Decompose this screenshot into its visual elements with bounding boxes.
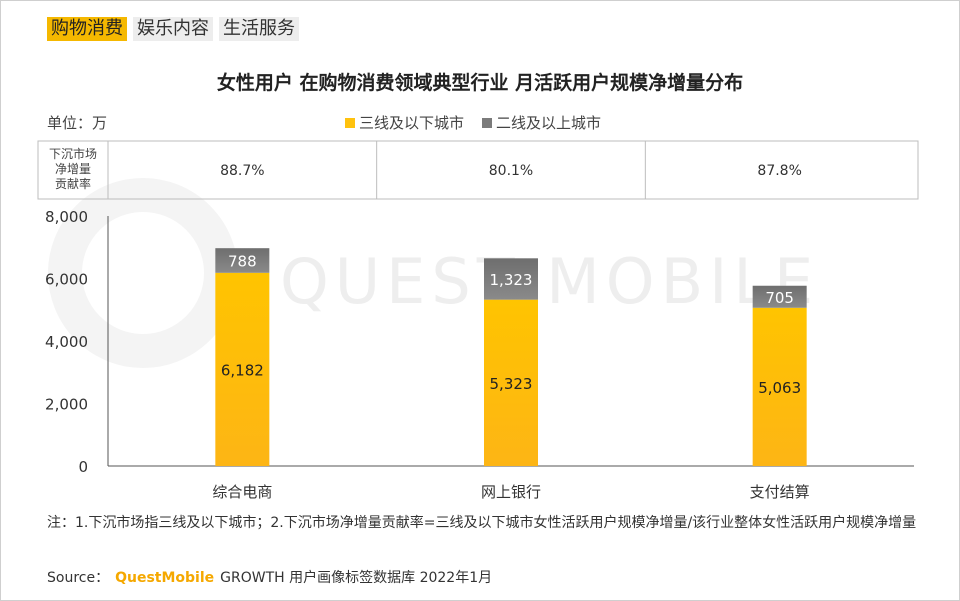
- x-tick-label: 支付结算: [750, 483, 810, 501]
- y-tick-label: 0: [78, 458, 88, 476]
- tab-shopping[interactable]: 购物消费: [47, 17, 127, 41]
- category-tabs: 购物消费 娱乐内容 生活服务: [47, 17, 299, 41]
- bar-value-label: 5,063: [758, 379, 801, 397]
- bar-value-label: 788: [228, 253, 257, 271]
- source-text: GROWTH 用户画像标签数据库 2022年1月: [220, 570, 493, 586]
- legend: 三线及以下城市 二线及以上城市: [345, 112, 601, 133]
- legend-label-upper-tier: 二线及以上城市: [496, 114, 602, 132]
- tab-life-service[interactable]: 生活服务: [219, 17, 299, 41]
- source-line: Source： QuestMobile GROWTH 用户画像标签数据库 202…: [47, 567, 492, 587]
- bar-lower-tier: [215, 272, 270, 466]
- source-prefix: Source：: [47, 570, 110, 586]
- bar-upper-tier: [484, 258, 538, 300]
- table-cell-value: 88.7%: [220, 163, 264, 179]
- bar-lower-tier: [752, 307, 807, 466]
- x-tick-label: 网上银行: [481, 483, 541, 501]
- unit-label: 单位：万: [47, 114, 108, 132]
- table-cell-value: 87.8%: [757, 163, 801, 179]
- y-tick-label: 6,000: [45, 271, 88, 289]
- y-tick-label: 2,000: [45, 396, 88, 414]
- bar-value-label: 705: [765, 289, 794, 307]
- legend-swatch-upper-tier: [482, 117, 493, 128]
- y-tick-label: 4,000: [45, 333, 88, 351]
- footnote: 注：1.下沉市场指三线及以下城市；2.下沉市场净增量贡献率=三线及以下城市女性活…: [47, 515, 917, 531]
- bar-value-label: 1,323: [490, 271, 533, 289]
- contribution-table: [37, 140, 919, 200]
- chart-title: 女性用户 在购物消费领域典型行业 月活跃用户规模净增量分布: [216, 72, 744, 94]
- legend-label-lower-tier: 三线及以下城市: [359, 114, 465, 132]
- bar-upper-tier: [752, 285, 807, 308]
- source-brand-logo: QuestMobile: [115, 570, 215, 586]
- legend-item-upper-tier: 二线及以上城市: [482, 112, 601, 133]
- table-row-label: 下沉市场净增量贡献率: [49, 146, 97, 191]
- bar-upper-tier: [215, 248, 270, 273]
- legend-item-lower-tier: 三线及以下城市: [345, 112, 464, 133]
- bar-value-label: 5,323: [490, 375, 533, 393]
- table-cell-value: 80.1%: [489, 163, 533, 179]
- legend-swatch-lower-tier: [345, 117, 355, 128]
- watermark-text: QUEST MOBILE: [280, 245, 820, 318]
- bar-value-label: 6,182: [221, 361, 264, 379]
- bar-lower-tier: [484, 299, 538, 466]
- x-tick-label: 综合电商: [212, 483, 272, 501]
- tab-entertainment[interactable]: 娱乐内容: [133, 17, 213, 41]
- y-tick-label: 8,000: [45, 208, 88, 226]
